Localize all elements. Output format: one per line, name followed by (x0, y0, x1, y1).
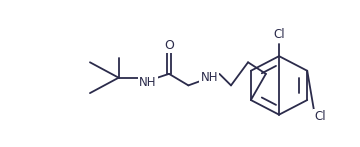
Text: O: O (164, 39, 174, 52)
Text: Cl: Cl (273, 28, 285, 41)
Text: NH: NH (139, 76, 157, 89)
Text: NH: NH (201, 71, 218, 84)
Text: Cl: Cl (314, 110, 326, 123)
